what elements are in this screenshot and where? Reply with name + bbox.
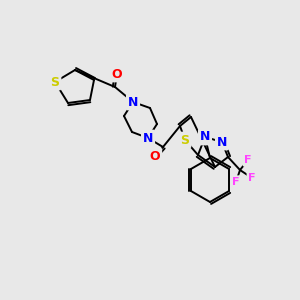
Text: F: F <box>232 177 240 187</box>
Text: O: O <box>150 149 160 163</box>
Text: S: S <box>50 76 59 88</box>
Text: N: N <box>143 131 153 145</box>
Text: S: S <box>181 134 190 146</box>
Text: O: O <box>112 68 122 80</box>
Text: F: F <box>244 155 252 165</box>
Text: N: N <box>200 130 210 143</box>
Text: F: F <box>248 173 256 183</box>
Text: N: N <box>128 95 138 109</box>
Text: N: N <box>217 136 227 148</box>
